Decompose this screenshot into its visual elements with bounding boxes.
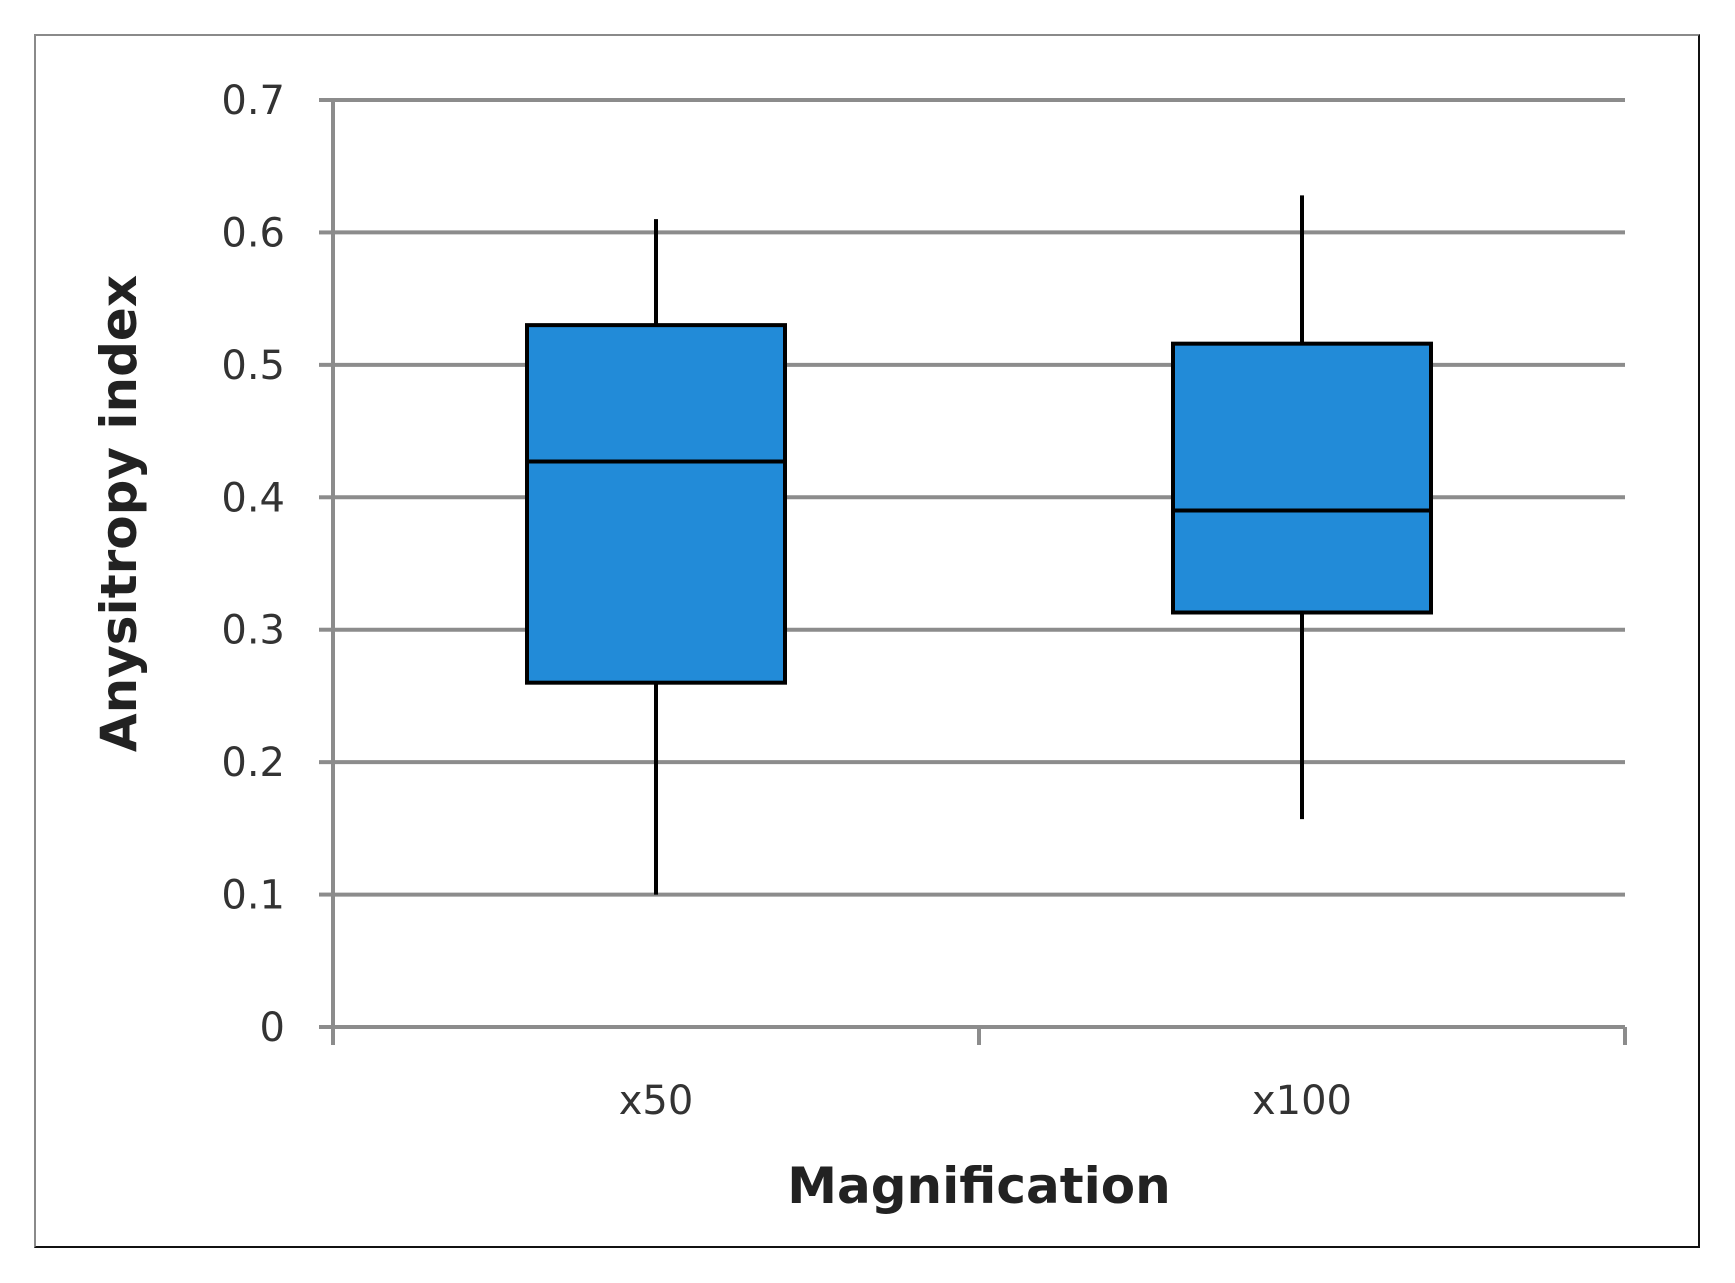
x-tick-label: x100 (1252, 1078, 1352, 1124)
y-tick-label: 0.3 (221, 608, 285, 654)
y-tick-label: 0.1 (221, 873, 285, 919)
y-tick-label: 0.2 (221, 740, 285, 786)
y-tick-label: 0 (260, 1005, 285, 1051)
box-x50 (525, 323, 787, 685)
y-axis-title: Anysitropy index (90, 275, 148, 752)
x-axis-title: Magnification (787, 1157, 1170, 1215)
boxes (525, 195, 1433, 895)
y-tick-label: 0.4 (221, 475, 285, 521)
y-tick-label: 0.7 (221, 78, 285, 124)
box-x100 (1171, 341, 1433, 615)
x-tick-label: x50 (619, 1078, 694, 1124)
chart-frame (34, 34, 1700, 1248)
axes (319, 98, 1627, 1045)
labels: 0 0.1 0.2 0.3 0.4 0.5 0.6 0.7 x50 x100 (221, 78, 1352, 1124)
y-tick-label: 0.6 (221, 210, 285, 256)
y-tick-label: 0.5 (221, 343, 285, 389)
